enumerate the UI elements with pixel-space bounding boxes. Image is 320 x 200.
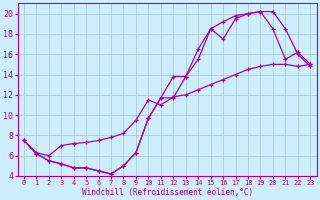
X-axis label: Windchill (Refroidissement éolien,°C): Windchill (Refroidissement éolien,°C)	[82, 188, 253, 197]
